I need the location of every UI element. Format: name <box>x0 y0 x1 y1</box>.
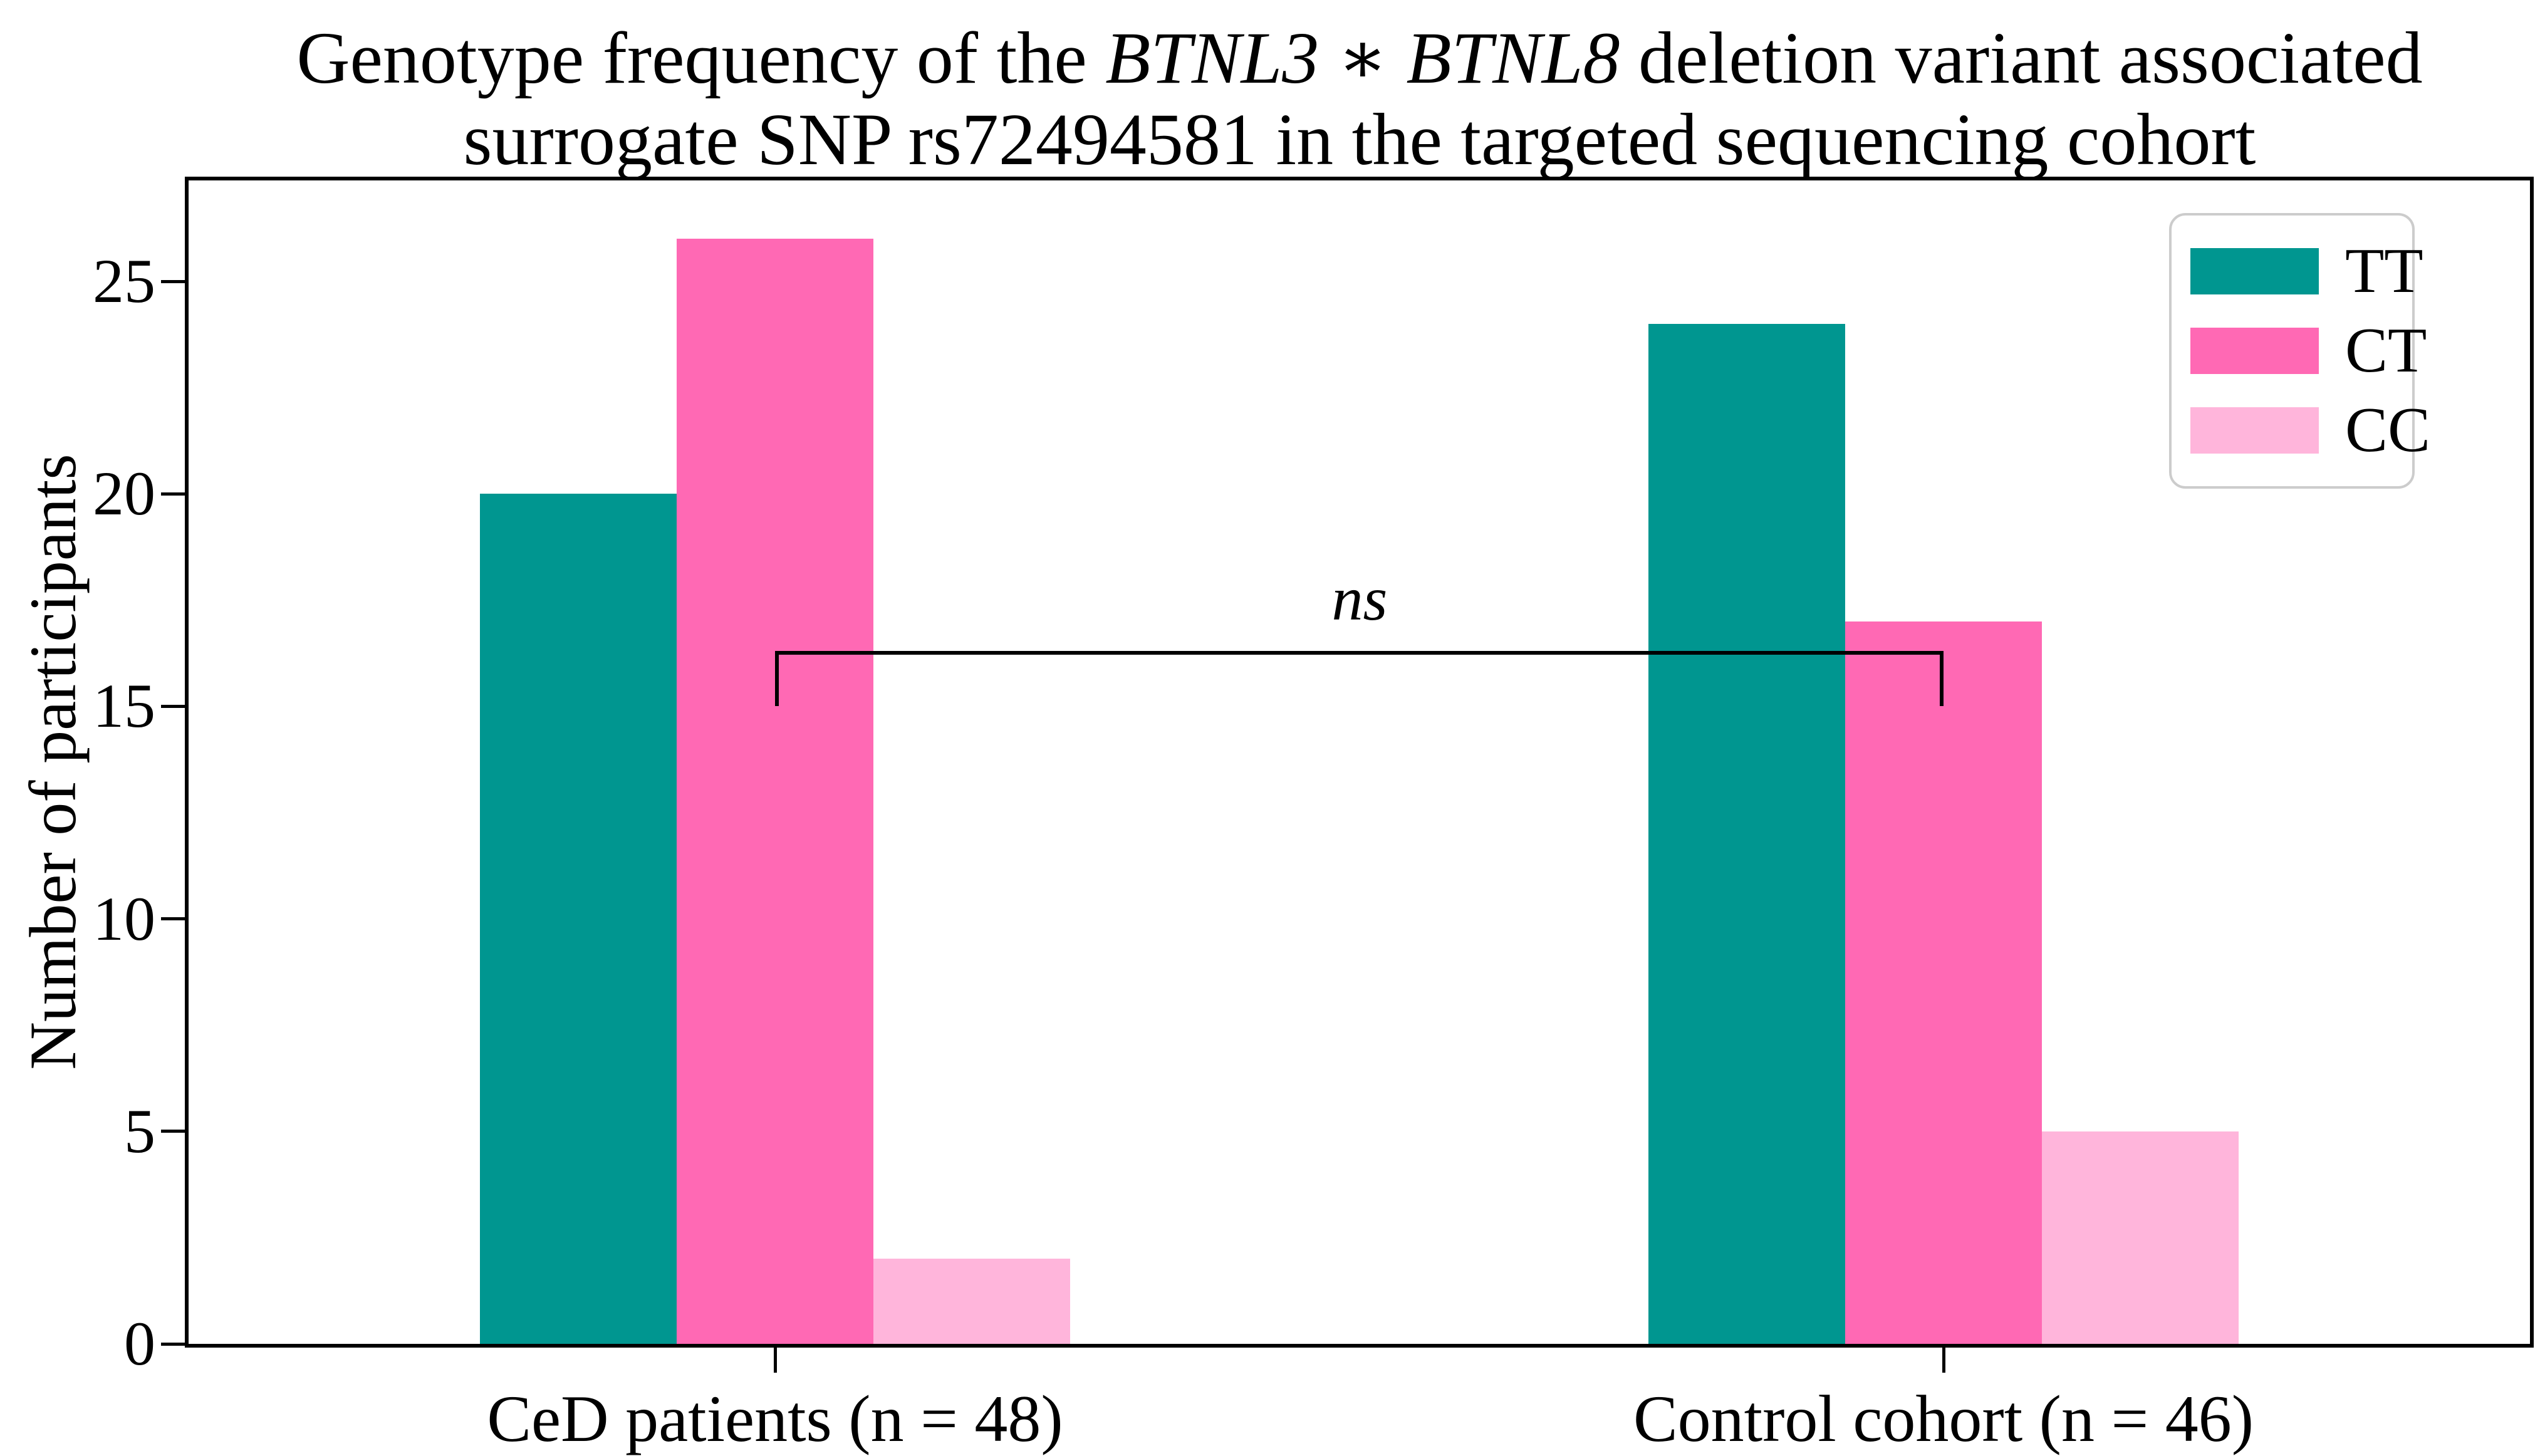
bracket-left-tick <box>775 651 779 707</box>
chart-title-line2: surrogate SNP rs72494581 in the targeted… <box>463 98 2256 180</box>
title-text: Genotype frequency of the <box>296 17 1106 99</box>
title-gene1: BTNL3 <box>1105 17 1319 99</box>
y-tick-10 <box>161 917 186 921</box>
legend-swatch-cc <box>2190 407 2319 454</box>
bar-cc-group0 <box>873 1259 1070 1344</box>
y-tick-label-0: 0 <box>124 1309 155 1378</box>
legend-swatch-tt <box>2190 248 2319 295</box>
legend-row-ct: CT <box>2190 318 2427 383</box>
legend-row-cc: CC <box>2190 398 2430 462</box>
y-tick-5 <box>161 1130 186 1133</box>
x-tick-label-1: Control cohort (n = 46) <box>1633 1382 2254 1455</box>
title-star: ∗ <box>1319 17 1407 99</box>
x-tick-0 <box>773 1348 777 1373</box>
chart-title: Genotype frequency of the BTNL3 ∗ BTNL8 … <box>188 18 2531 180</box>
legend-row-tt: TT <box>2190 239 2423 303</box>
legend-label-ct: CT <box>2345 315 2427 386</box>
legend-label-cc: CC <box>2345 394 2431 465</box>
plot-area <box>185 177 2534 1348</box>
bar-ct-group1 <box>1845 621 2042 1344</box>
y-tick-label-15: 15 <box>93 671 155 741</box>
y-tick-0 <box>161 1342 186 1346</box>
y-tick-20 <box>161 492 186 496</box>
bar-cc-group1 <box>2042 1131 2239 1344</box>
x-tick-1 <box>1942 1348 1945 1373</box>
y-tick-label-25: 25 <box>93 246 155 316</box>
y-tick-15 <box>161 704 186 708</box>
y-tick-label-10: 10 <box>93 883 155 954</box>
significance-label: ns <box>1331 564 1388 633</box>
bar-ct-group0 <box>677 239 873 1344</box>
y-tick-label-5: 5 <box>124 1096 155 1166</box>
bracket-horizontal-line <box>775 651 1944 655</box>
bracket-right-tick <box>1940 651 1944 707</box>
bar-tt-group1 <box>1648 323 1845 1344</box>
legend: TT CT CC <box>2169 213 2430 489</box>
x-tick-label-0: CeD patients (n = 48) <box>487 1382 1063 1455</box>
legend-swatch-ct <box>2190 327 2319 374</box>
bar-tt-group0 <box>480 494 677 1344</box>
y-tick-25 <box>161 279 186 283</box>
chart-title-line1: Genotype frequency of the BTNL3 ∗ BTNL8 … <box>188 18 2531 99</box>
y-axis-label: Number of participants <box>16 454 90 1070</box>
legend-label-tt: TT <box>2345 236 2423 307</box>
title-text: deletion variant associated <box>1620 17 2423 99</box>
y-tick-label-20: 20 <box>93 459 155 529</box>
title-gene2: BTNL8 <box>1406 17 1620 99</box>
